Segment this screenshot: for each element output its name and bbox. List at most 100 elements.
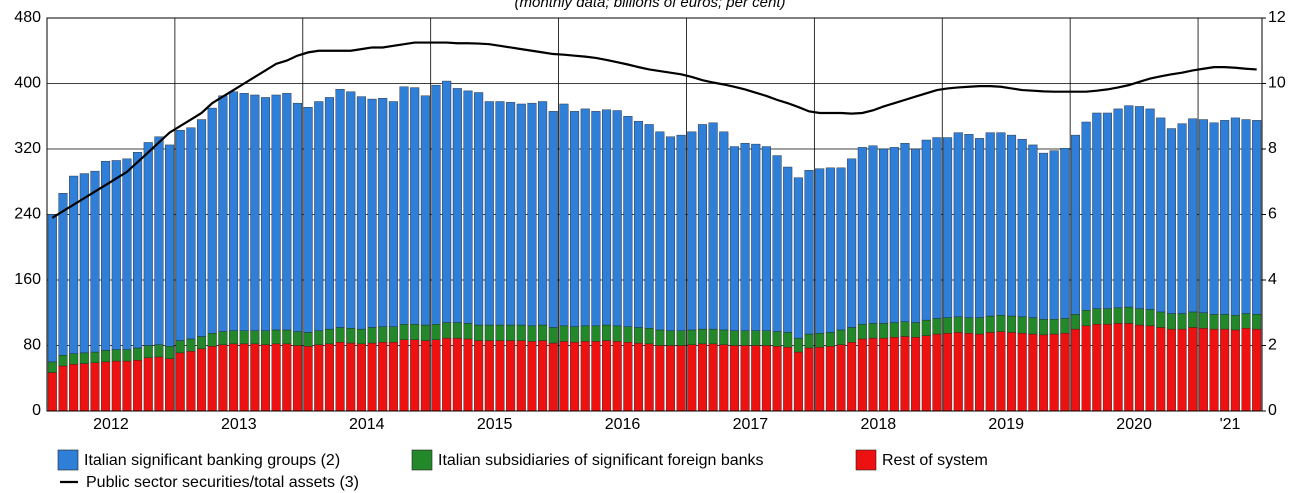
bar-segment	[943, 137, 953, 318]
bar-segment	[708, 328, 718, 345]
bar-segment	[943, 333, 953, 412]
x-tick-label: 2013	[221, 416, 257, 433]
bar-segment	[772, 346, 782, 412]
bar-segment	[644, 124, 654, 329]
bar-segment	[1252, 314, 1262, 330]
bar-segment	[1220, 120, 1230, 315]
bar-segment	[879, 323, 889, 339]
bar-segment	[442, 80, 452, 323]
bar-segment	[655, 329, 665, 346]
bar-segment	[228, 91, 239, 331]
bar-segment	[1134, 106, 1144, 309]
bar-segment	[79, 352, 89, 364]
bar-segment	[1092, 308, 1102, 325]
bar-segment	[729, 146, 739, 331]
bar-segment	[527, 341, 537, 412]
bar-segment	[335, 89, 345, 328]
bar-segment	[101, 161, 111, 351]
bar-segment	[953, 332, 963, 412]
bar-segment	[260, 344, 271, 412]
bar-segment	[420, 340, 430, 412]
bar-segment	[303, 346, 313, 412]
bar-segment	[1060, 318, 1070, 334]
bar-segment	[815, 346, 825, 412]
bar-segment	[165, 346, 175, 359]
bar-segment	[1177, 328, 1187, 412]
bar-segment	[165, 358, 175, 412]
bar-segment	[1124, 323, 1134, 412]
bar-segment	[1038, 152, 1049, 320]
bar-segment	[538, 324, 548, 341]
bar-segment	[1166, 328, 1176, 412]
bar-segment	[197, 348, 207, 412]
bar-segment	[324, 343, 334, 412]
bar-segment	[1145, 108, 1155, 310]
bar-segment	[516, 103, 526, 326]
bar-segment	[218, 344, 228, 412]
bar-segment	[655, 131, 665, 331]
bar-segment	[857, 147, 867, 325]
bar-segment	[889, 337, 899, 412]
bar-segment	[953, 132, 963, 318]
bar-segment	[410, 324, 420, 340]
bar-segment	[367, 98, 377, 328]
bar-segment	[580, 108, 590, 327]
bar-segment	[751, 345, 761, 412]
bar-segment	[314, 101, 324, 331]
bar-segment	[1198, 328, 1208, 412]
bar-segment	[921, 319, 931, 336]
bar-segment	[911, 322, 921, 338]
bar-segment	[474, 92, 484, 326]
bar-segment	[1145, 309, 1155, 327]
bar-segment	[271, 343, 281, 412]
bar-segment	[623, 342, 633, 412]
bar-segment	[644, 328, 654, 345]
bar-segment	[1081, 121, 1091, 311]
bar-segment	[729, 330, 739, 346]
bar-segment	[250, 330, 260, 345]
bar-segment	[133, 360, 143, 412]
bar-segment	[1028, 317, 1038, 335]
bar-segment	[111, 360, 121, 412]
x-tick-label: 2015	[477, 416, 513, 433]
bar-segment	[953, 316, 963, 333]
bar-segment	[506, 324, 516, 341]
bar-segment	[388, 342, 398, 412]
bar-segment	[1038, 334, 1049, 412]
bar-segment	[197, 119, 207, 337]
bar-segment	[548, 342, 558, 412]
bar-segment	[793, 177, 803, 339]
bar-segment	[1028, 144, 1038, 318]
bar-segment	[900, 143, 910, 322]
bar-segment	[1156, 327, 1166, 412]
bar-segment	[889, 147, 899, 323]
bar-segment	[1049, 333, 1059, 412]
bar-segment	[527, 325, 537, 342]
bar-segment	[506, 102, 516, 326]
legend-swatch	[57, 449, 79, 471]
line-series	[51, 41, 1257, 219]
bar-segment	[921, 139, 931, 321]
bar-segment	[463, 338, 473, 412]
bar-segment	[271, 329, 281, 345]
bar-segment	[228, 330, 239, 345]
bar-segment	[772, 331, 782, 347]
bar-segment	[836, 167, 846, 331]
bar-segment	[836, 344, 846, 412]
bar-segment	[1007, 315, 1017, 333]
bar-segment	[1209, 314, 1219, 330]
bar-segment	[570, 111, 580, 327]
y2-tick-label: 6	[1268, 206, 1277, 223]
bar-segment	[292, 102, 302, 332]
bar-segment	[964, 333, 974, 412]
bar-segment	[143, 142, 153, 346]
bar-segment	[708, 343, 718, 412]
bar-segment	[1166, 128, 1176, 314]
bar-segment	[548, 327, 558, 344]
bar-segment	[463, 90, 473, 324]
bar-segment	[580, 325, 590, 342]
bar-segment	[516, 324, 526, 341]
bar-segment	[122, 360, 132, 412]
bar-segment	[186, 127, 196, 340]
bar-segment	[591, 111, 601, 327]
